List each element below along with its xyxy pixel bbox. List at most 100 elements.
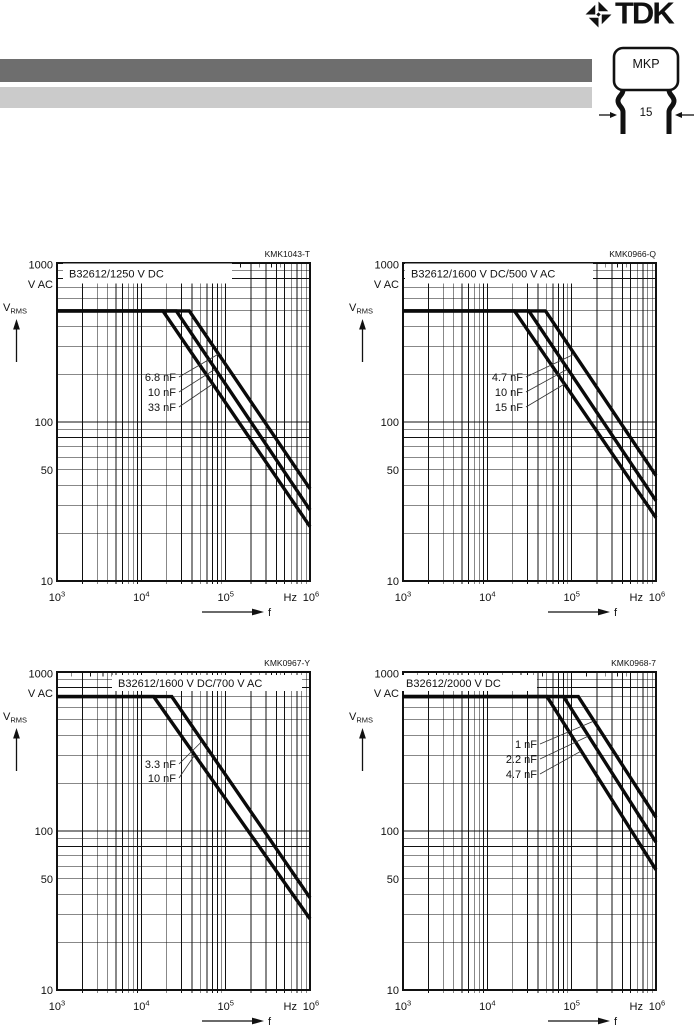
x-tick-label: 105 bbox=[563, 999, 579, 1014]
x-tick-label: 106 bbox=[303, 999, 319, 1014]
y-tick-label: 1000 bbox=[375, 669, 399, 681]
tdk-logo: TDK bbox=[582, 0, 675, 31]
x-tick-label: 105 bbox=[217, 999, 233, 1014]
derating-curve bbox=[403, 309, 658, 502]
y-tick-label: 100 bbox=[35, 826, 53, 838]
leader-line bbox=[525, 353, 575, 378]
log-log-grid bbox=[402, 671, 657, 993]
header-bar-dark bbox=[0, 59, 592, 82]
x-tick-label: 105 bbox=[563, 590, 579, 605]
x-tick-label: 104 bbox=[133, 999, 149, 1014]
leader-line bbox=[539, 720, 595, 745]
x-axis-unit-label: Hz bbox=[630, 592, 643, 604]
x-tick-label: 104 bbox=[133, 590, 149, 605]
y-axis-quantity-label: VRMS bbox=[3, 302, 27, 316]
x-axis-arrow-label: f bbox=[268, 607, 272, 619]
leader-line bbox=[178, 740, 203, 765]
x-axis-unit-label: Hz bbox=[284, 1001, 297, 1013]
derating-curve bbox=[403, 694, 658, 871]
y-tick-label: 10 bbox=[387, 985, 399, 997]
y-tick-label: 100 bbox=[381, 826, 399, 838]
chart-title: B32612/1250 V DC bbox=[69, 269, 164, 281]
y-tick-label: 10 bbox=[41, 576, 53, 588]
series-label: 3.3 nF bbox=[145, 759, 176, 771]
y-axis-quantity-label: VRMS bbox=[3, 711, 27, 725]
chart-vrms-vs-f-1600vdc-700vac: B32612/1600 V DC/700 V AC KMK0967-Y 3.3 nF… bbox=[0, 649, 348, 1031]
chart-code: KMK0966-Q bbox=[609, 249, 656, 259]
vrms-frequency-plot: B32612/1600 V DC/500 V AC KMK0966-Q 4.7 nF… bbox=[349, 249, 665, 619]
y-axis-unit-label: V AC bbox=[374, 279, 399, 291]
chart-title: B32612/1600 V DC/700 V AC bbox=[118, 678, 262, 690]
x-tick-label: 103 bbox=[395, 999, 411, 1014]
leader-line bbox=[525, 368, 568, 393]
y-tick-label: 10 bbox=[41, 985, 53, 997]
leader-line bbox=[178, 368, 216, 393]
x-tick-label: 106 bbox=[649, 999, 665, 1014]
x-tick-label: 105 bbox=[217, 590, 233, 605]
y-axis-unit-label: V AC bbox=[28, 688, 53, 700]
y-tick-label: 50 bbox=[41, 465, 53, 477]
leader-line bbox=[539, 735, 589, 760]
series-label: 1 nF bbox=[515, 739, 537, 751]
y-axis-unit-label: V AC bbox=[374, 688, 399, 700]
x-tick-label: 103 bbox=[49, 999, 65, 1014]
chart-vrms-vs-f-1600vdc-500vac: B32612/1600 V DC/500 V AC KMK0966-Q 4.7 nF… bbox=[346, 240, 694, 632]
capacitor-outline-icon bbox=[599, 46, 694, 134]
derating-curve bbox=[57, 309, 312, 528]
derating-curve bbox=[57, 309, 312, 490]
x-tick-label: 104 bbox=[479, 590, 495, 605]
y-tick-label: 1000 bbox=[29, 669, 53, 681]
leader-line bbox=[539, 750, 582, 775]
derating-curve bbox=[57, 694, 312, 920]
package-symbol: MKP 15 bbox=[598, 44, 695, 139]
chart-code: KMK0967-Y bbox=[264, 658, 310, 668]
series-label: 10 nF bbox=[148, 387, 176, 399]
x-tick-label: 106 bbox=[303, 590, 319, 605]
x-axis-arrow-label: f bbox=[614, 1016, 618, 1028]
series-label: 10 nF bbox=[495, 387, 523, 399]
chart-code: KMK1043-T bbox=[265, 249, 310, 259]
y-tick-label: 50 bbox=[41, 874, 53, 886]
tdk-logo-mark-icon bbox=[585, 1, 612, 28]
header-bar-light bbox=[0, 87, 592, 108]
series-label: 4.7 nF bbox=[492, 372, 523, 384]
chart-vrms-vs-f-2000vdc: B32612/2000 V DC KMK0968-7 1 nF 2.2 nF 4.7 n… bbox=[346, 649, 694, 1031]
series-label: 33 nF bbox=[148, 402, 176, 414]
x-axis-unit-label: Hz bbox=[630, 1001, 643, 1013]
series-label: 10 nF bbox=[148, 773, 176, 785]
y-tick-label: 1000 bbox=[29, 260, 53, 272]
x-tick-label: 103 bbox=[395, 590, 411, 605]
y-tick-label: 100 bbox=[381, 417, 399, 429]
y-tick-label: 100 bbox=[35, 417, 53, 429]
x-tick-label: 106 bbox=[649, 590, 665, 605]
vrms-frequency-plot: B32612/2000 V DC KMK0968-7 1 nF 2.2 nF 4.7 n… bbox=[349, 658, 665, 1028]
leader-line bbox=[178, 353, 219, 378]
x-axis-arrow-label: f bbox=[268, 1016, 272, 1028]
chart-code: KMK0968-7 bbox=[611, 658, 656, 668]
y-tick-label: 50 bbox=[387, 874, 399, 886]
y-axis-unit-label: V AC bbox=[28, 279, 53, 291]
x-axis-arrow-label: f bbox=[614, 607, 618, 619]
x-tick-label: 104 bbox=[479, 999, 495, 1014]
derating-curve bbox=[403, 309, 658, 519]
leader-line bbox=[525, 383, 565, 408]
chart-title: B32612/1600 V DC/500 V AC bbox=[411, 269, 555, 281]
package-type-label: MKP bbox=[632, 57, 660, 71]
log-log-grid bbox=[56, 262, 311, 584]
y-axis-quantity-label: VRMS bbox=[349, 302, 373, 316]
series-label: 15 nF bbox=[495, 402, 523, 414]
chart-title: B32612/2000 V DC bbox=[406, 678, 501, 690]
y-tick-label: 1000 bbox=[375, 260, 399, 272]
y-tick-label: 50 bbox=[387, 465, 399, 477]
x-tick-label: 103 bbox=[49, 590, 65, 605]
brand-text: TDK bbox=[615, 0, 675, 31]
series-label: 2.2 nF bbox=[506, 754, 537, 766]
log-log-grid bbox=[56, 671, 311, 993]
lead-spacing-value: 15 bbox=[639, 107, 653, 119]
chart-vrms-vs-f-1250vdc: B32612/1250 V DC KMK1043-T 6.8 nF 10 nF 33 n… bbox=[0, 240, 348, 632]
leader-line bbox=[178, 754, 196, 779]
x-axis-unit-label: Hz bbox=[284, 592, 297, 604]
vrms-frequency-plot: B32612/1250 V DC KMK1043-T 6.8 nF 10 nF 33 n… bbox=[3, 249, 319, 619]
